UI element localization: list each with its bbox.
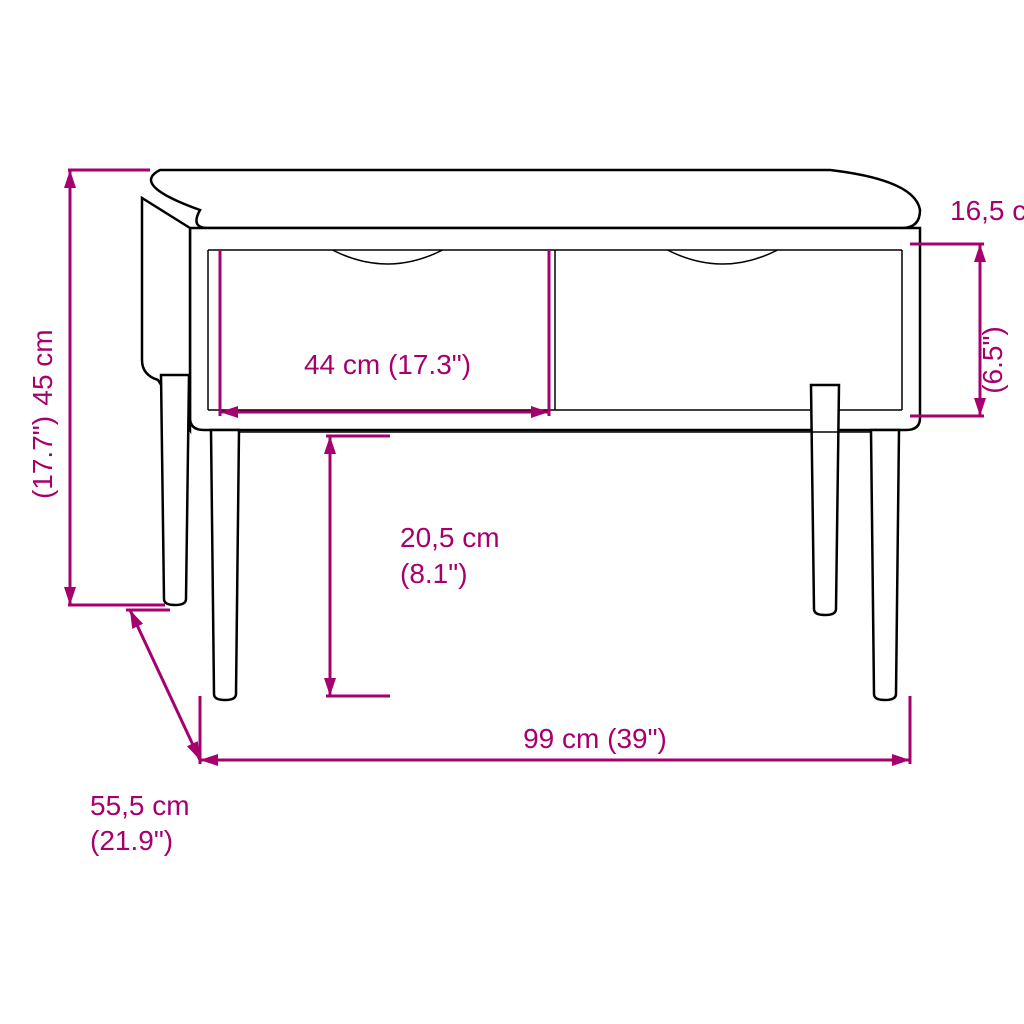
dim-drawer-height-in: (6.5") — [977, 326, 1008, 394]
dim-leg-clearance-cm: 20,5 cm — [400, 522, 500, 553]
dim-leg-clearance-in: (8.1") — [400, 558, 468, 589]
dim-total-height-in: (17.7") — [27, 416, 58, 499]
coffee-table-drawing — [142, 170, 920, 700]
dim-drawer-width: 44 cm (17.3") — [304, 349, 471, 380]
dim-drawer-height-cm: 16,5 cm — [950, 195, 1024, 226]
dim-width: 99 cm (39") — [523, 723, 667, 754]
dim-depth-cm: 55,5 cm — [90, 790, 190, 821]
dim-total-height-cm: 45 cm — [27, 329, 58, 405]
dim-depth-in: (21.9") — [90, 825, 173, 856]
dimension-diagram: 45 cm (17.7") 44 cm (17.3") 16,5 cm (6.5") 20… — [0, 0, 1024, 1024]
